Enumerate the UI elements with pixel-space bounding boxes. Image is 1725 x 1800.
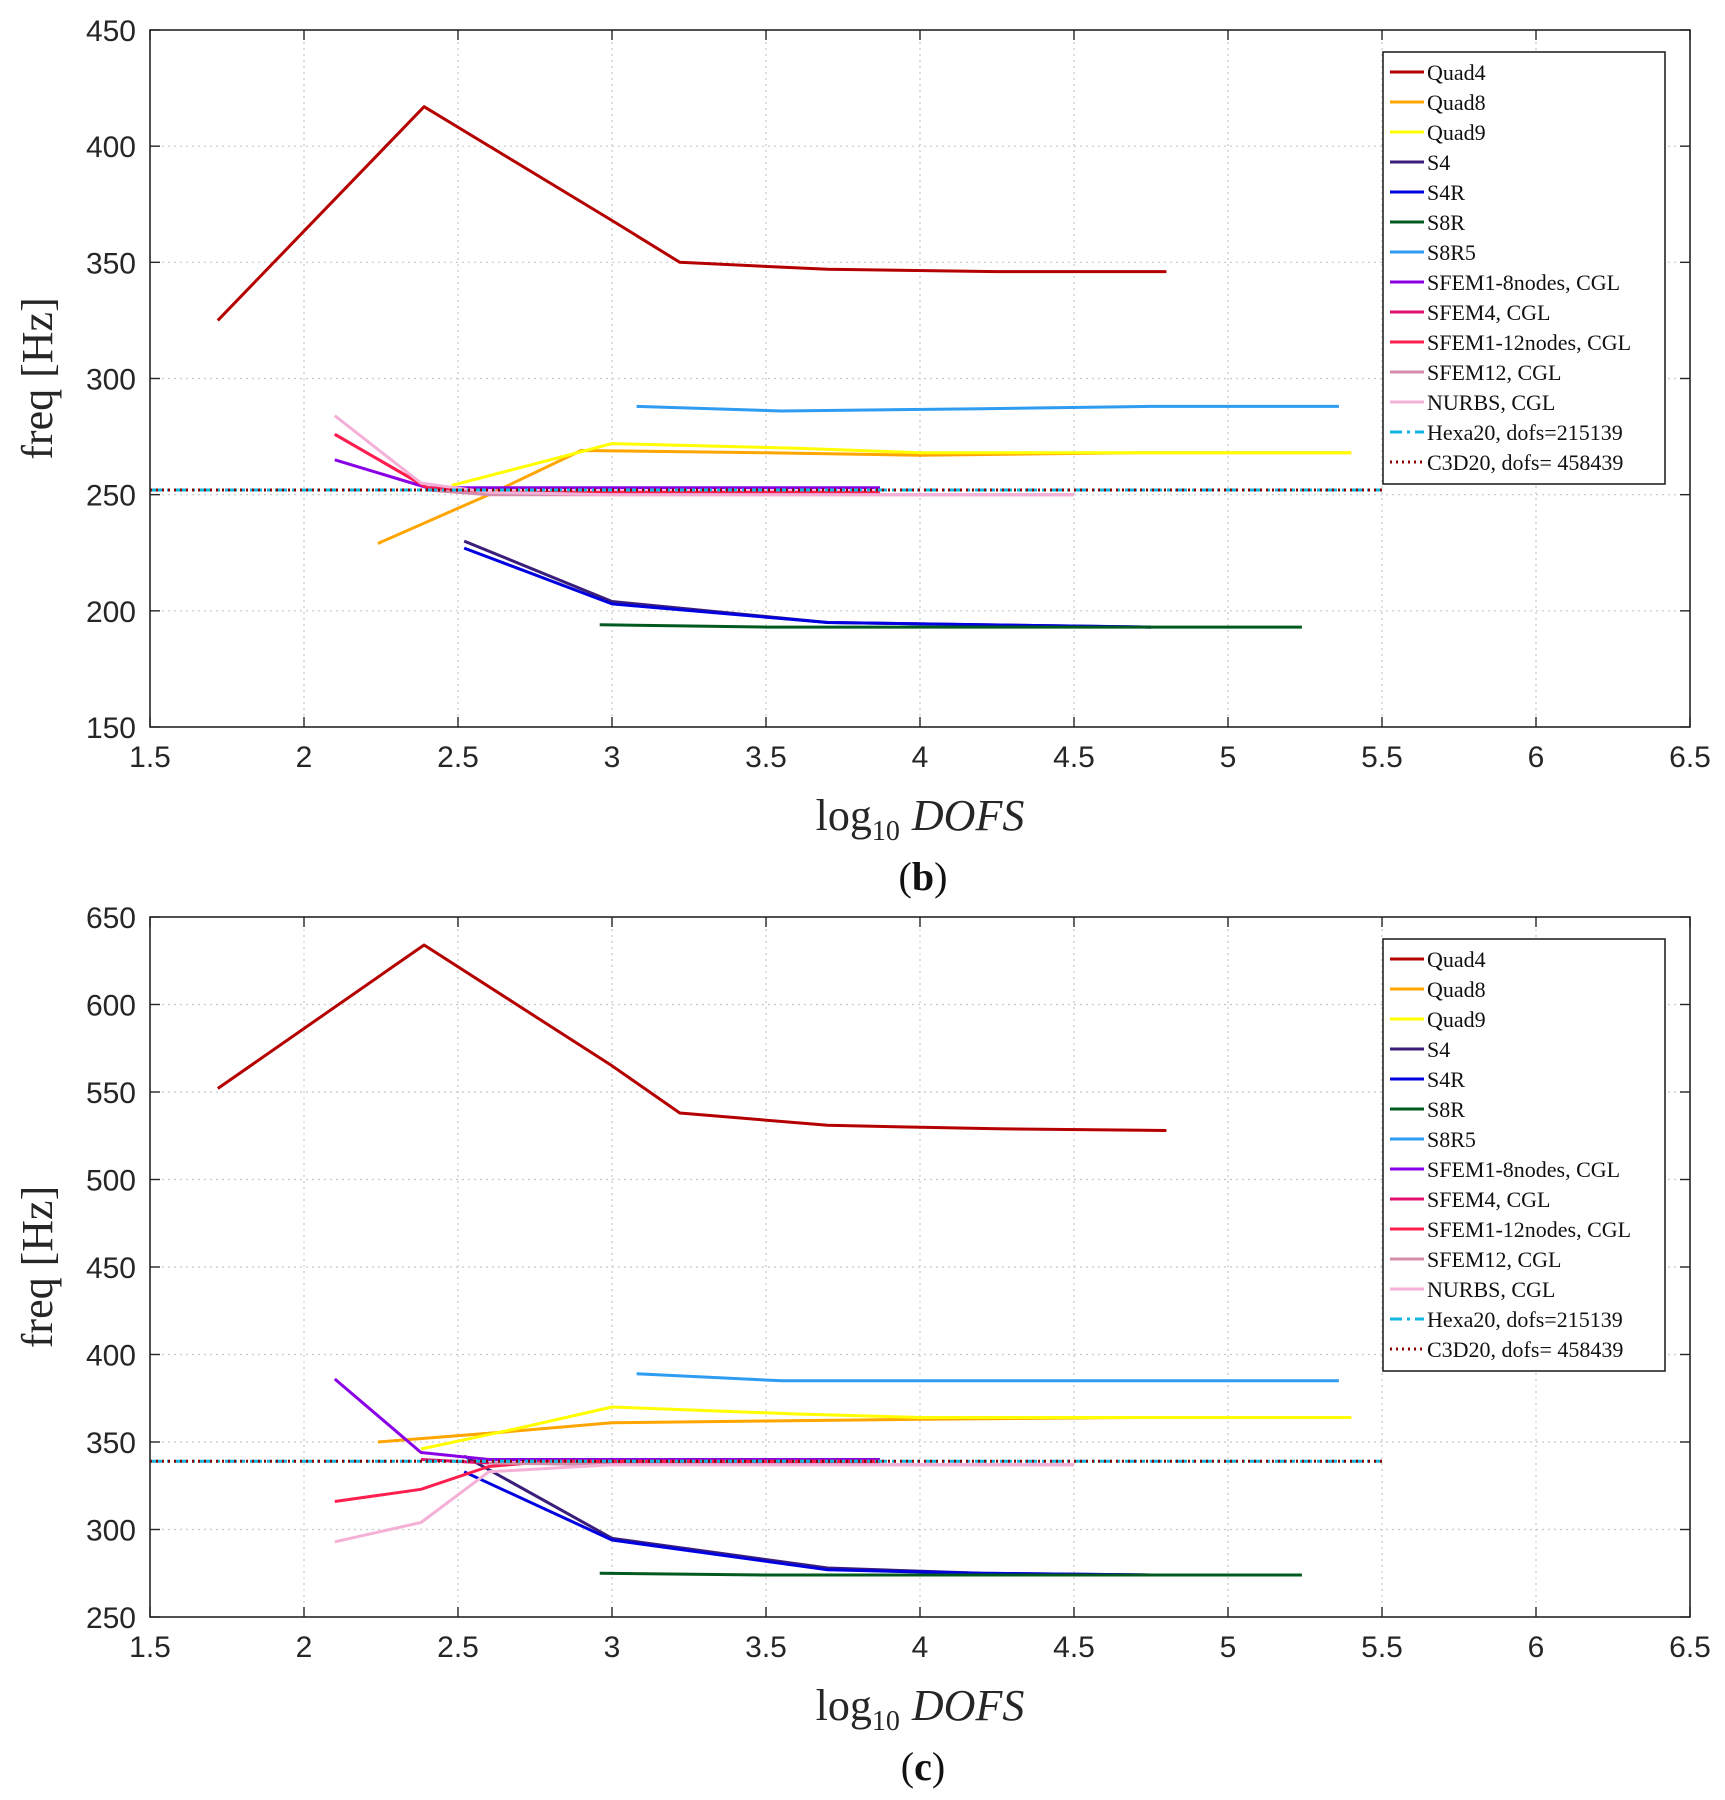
series-line-2 <box>377 1416 1352 1444</box>
y-tick-label: 250 <box>86 1602 136 1635</box>
y-tick-label: 300 <box>86 364 136 397</box>
y-tick-label: 400 <box>86 131 136 164</box>
y-tick-label: 600 <box>86 990 136 1023</box>
figure-caption: (b) <box>899 854 948 899</box>
series-line-3 <box>451 442 1352 487</box>
caption-letter: c <box>914 1744 932 1789</box>
y-tick-label: 150 <box>86 712 136 745</box>
legend-label: SFEM1-8nodes, CGL <box>1427 270 1620 295</box>
x-tick-label: 4 <box>912 1631 929 1664</box>
series-line-5 <box>463 1470 1152 1577</box>
y-tick-label: 500 <box>86 1165 136 1198</box>
caption-letter: b <box>912 854 934 899</box>
x-tick-label: 3 <box>604 741 621 774</box>
legend-label: SFEM4, CGL <box>1427 1187 1550 1212</box>
x-tick-label: 3.5 <box>745 741 787 774</box>
legend-label: S8R <box>1427 1097 1465 1122</box>
series-line-10 <box>334 1459 880 1503</box>
series-line-12 <box>333 414 1074 497</box>
legend-label: C3D20, dofs= 458439 <box>1427 450 1623 475</box>
legend-label: S8R5 <box>1427 1127 1476 1152</box>
x-tick-label: 4.5 <box>1053 1631 1095 1664</box>
legend-label: C3D20, dofs= 458439 <box>1427 1337 1623 1362</box>
series-line-4 <box>463 1454 1152 1577</box>
y-axis-label: freq [Hz] <box>13 297 62 459</box>
series-line-6 <box>599 623 1302 629</box>
x-tick-label: 3 <box>604 1631 621 1664</box>
legend-label: S8R5 <box>1427 240 1476 265</box>
y-tick-label: 200 <box>86 596 136 629</box>
y-tick-label: 300 <box>86 1515 136 1548</box>
series-line-3 <box>420 1405 1352 1451</box>
series-line-12 <box>334 1463 1074 1544</box>
series-line-1 <box>216 105 1167 322</box>
legend-label: SFEM1-8nodes, CGL <box>1427 1157 1620 1182</box>
x-tick-label: 5 <box>1220 1631 1237 1664</box>
x-tick-label: 6.5 <box>1669 1631 1711 1664</box>
legend-label: SFEM12, CGL <box>1427 1247 1561 1272</box>
x-tick-label: 6.5 <box>1669 741 1711 774</box>
legend-label: Quad8 <box>1427 90 1486 115</box>
chart-b: 1.5 2 2.5 3 3.5 4 4.5 5 5.5 6 6.5 150 200 250 300 350 40… <box>13 15 1711 899</box>
y-tick-label: 400 <box>86 1340 136 1373</box>
x-tick-label: 4.5 <box>1053 741 1095 774</box>
x-tick-label: 1.5 <box>129 741 171 774</box>
legend-label: Quad4 <box>1427 60 1486 85</box>
legend-label: SFEM1-12nodes, CGL <box>1427 1217 1631 1242</box>
x-tick-label: 2 <box>296 1631 313 1664</box>
x-tick-label: 2.5 <box>437 741 479 774</box>
y-tick-label: 450 <box>86 15 136 48</box>
x-tick-label: 5.5 <box>1361 1631 1403 1664</box>
series-line-6 <box>599 1571 1302 1577</box>
legend-label: S8R <box>1427 210 1465 235</box>
x-tick-label: 5.5 <box>1361 741 1403 774</box>
legend-label: S4R <box>1427 180 1465 205</box>
series-line-2 <box>377 449 1352 545</box>
legend-label: NURBS, CGL <box>1427 1277 1555 1302</box>
y-tick-label: 350 <box>86 247 136 280</box>
series-line-7 <box>636 404 1339 413</box>
y-tick-label: 250 <box>86 480 136 513</box>
legend-label: SFEM1-12nodes, CGL <box>1427 330 1631 355</box>
legend-label: SFEM4, CGL <box>1427 300 1550 325</box>
legend-label: Quad9 <box>1427 1007 1486 1032</box>
legend-label: Quad9 <box>1427 120 1486 145</box>
chart-c: 1.5 2 2.5 3 3.5 4 4.5 5 5.5 6 6.5 250 300 350 400 450 50… <box>13 902 1711 1789</box>
series-line-9 <box>420 1458 880 1465</box>
legend-label: S4 <box>1427 150 1450 175</box>
y-tick-label: 350 <box>86 1427 136 1460</box>
y-tick-label: 650 <box>86 902 136 935</box>
x-tick-label: 6 <box>1528 1631 1545 1664</box>
x-tick-label: 5 <box>1220 741 1237 774</box>
legend-box <box>1382 938 1666 1372</box>
x-tick-label: 3.5 <box>745 1631 787 1664</box>
legend-label: Quad4 <box>1427 947 1486 972</box>
legend-box <box>1382 51 1666 485</box>
y-tick-label: 450 <box>86 1252 136 1285</box>
series-line-5 <box>463 546 1152 629</box>
series-line-8 <box>333 1377 880 1461</box>
series-line-1 <box>216 943 1167 1132</box>
x-axis-label: log10 DOFS <box>816 791 1025 847</box>
x-tick-label: 1.5 <box>129 1631 171 1664</box>
series-line-7 <box>636 1372 1339 1383</box>
series-line-8 <box>334 458 880 490</box>
legend-label: S4R <box>1427 1067 1465 1092</box>
series-line-4 <box>463 539 1152 629</box>
legend-label: Hexa20, dofs=215139 <box>1427 1307 1623 1332</box>
y-axis-label: freq [Hz] <box>13 1186 62 1348</box>
x-axis-label: log10 DOFS <box>816 1681 1025 1737</box>
figure-caption: (c) <box>901 1744 945 1789</box>
legend-label: Quad8 <box>1427 977 1486 1002</box>
legend-label: S4 <box>1427 1037 1450 1062</box>
x-tick-label: 2 <box>296 741 313 774</box>
legend-label: SFEM12, CGL <box>1427 360 1561 385</box>
x-tick-label: 4 <box>912 741 929 774</box>
x-tick-label: 2.5 <box>437 1631 479 1664</box>
legend-label: NURBS, CGL <box>1427 390 1555 415</box>
x-tick-label: 6 <box>1528 741 1545 774</box>
y-tick-label: 550 <box>86 1077 136 1110</box>
legend-label: Hexa20, dofs=215139 <box>1427 420 1623 445</box>
